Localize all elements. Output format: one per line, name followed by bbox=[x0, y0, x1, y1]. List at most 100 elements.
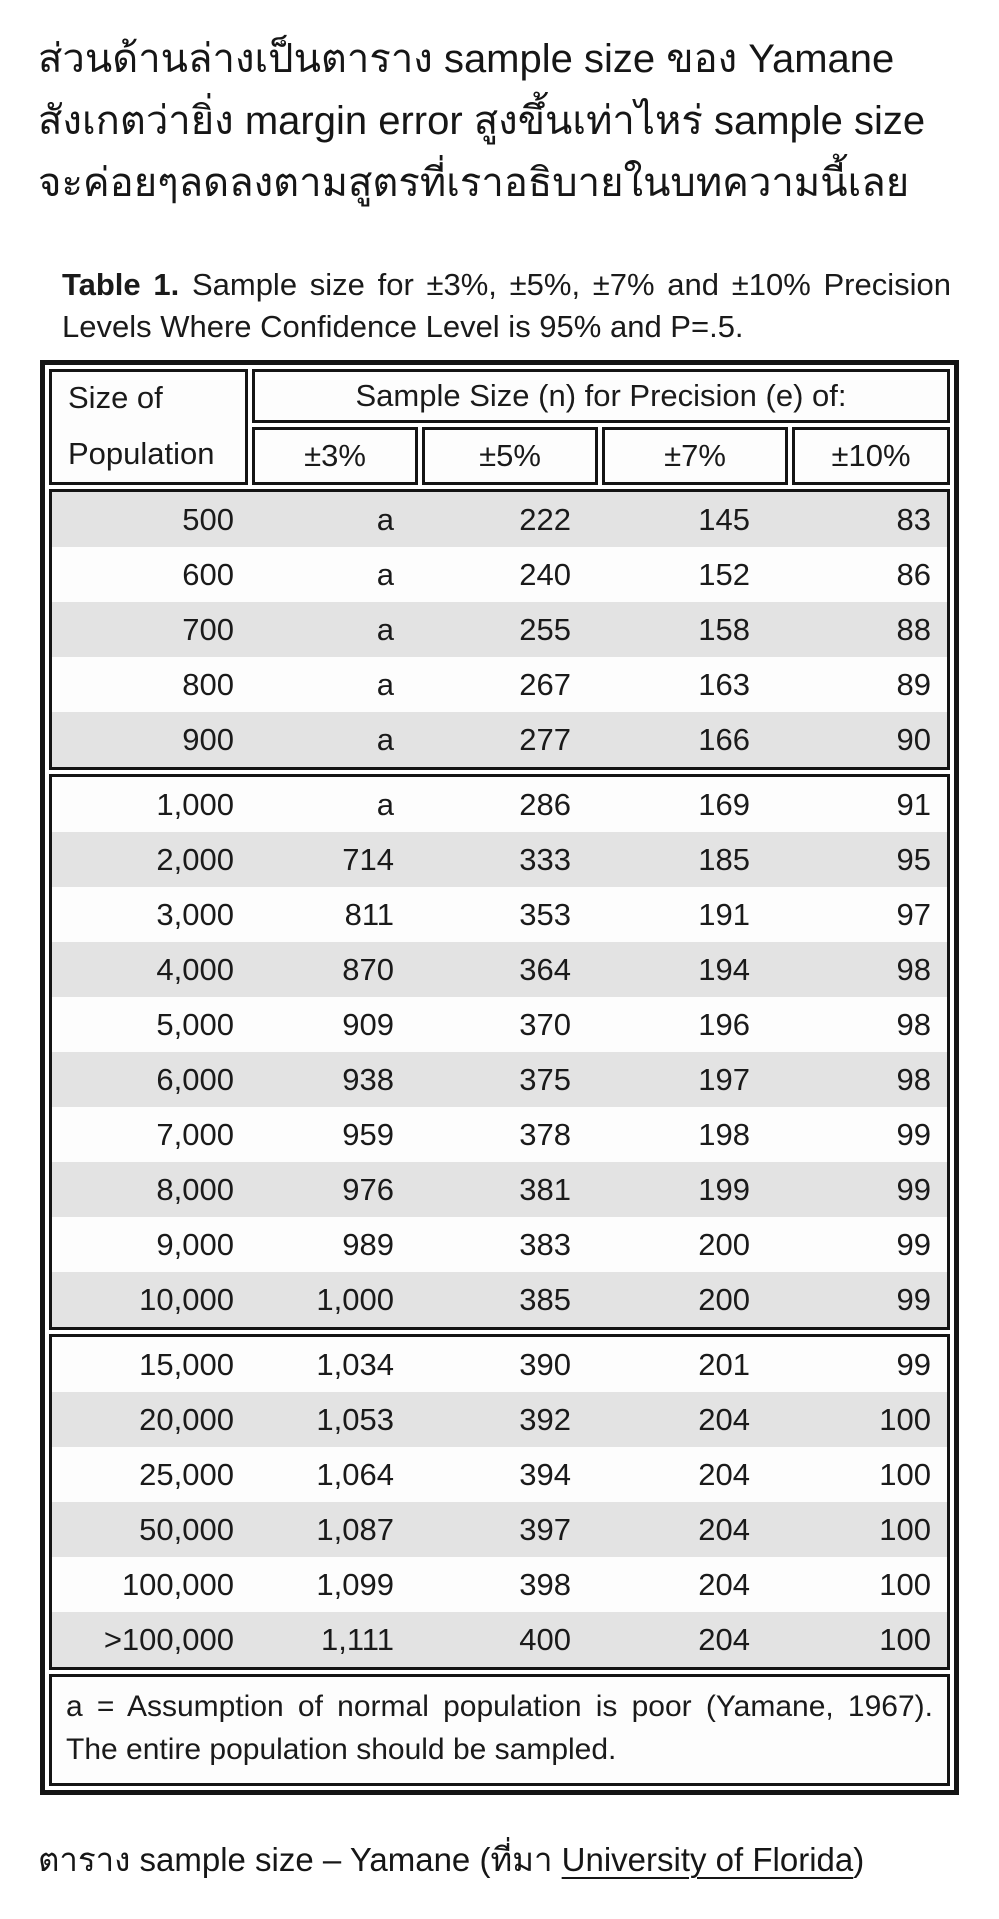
sample-size-cell: 909 bbox=[342, 1007, 394, 1042]
sample-size-cell: 1,000 bbox=[316, 1282, 394, 1317]
table-group-ten-thousands: 15,000 1,034 390 201 99 20,000 1,053 392 204 100 2… bbox=[49, 1334, 950, 1670]
sample-size-cell: 394 bbox=[519, 1457, 571, 1492]
population-cell: 5,000 bbox=[156, 1007, 234, 1042]
sample-size-cell: 204 bbox=[698, 1512, 750, 1547]
sample-size-cell: a bbox=[376, 502, 394, 537]
table-row: 6,000 938 375 197 98 bbox=[52, 1052, 947, 1107]
table-row: 1,000 a 286 169 91 bbox=[52, 777, 947, 832]
sample-size-cell: 870 bbox=[342, 952, 394, 987]
population-cell: 100,000 bbox=[121, 1567, 234, 1602]
sample-size-cell: 98 bbox=[896, 1007, 931, 1042]
sample-size-cell: 99 bbox=[896, 1117, 931, 1152]
population-cell: 6,000 bbox=[156, 1062, 234, 1097]
caption-prefix: ตาราง sample size – Yamane (ที่มา bbox=[38, 1841, 562, 1878]
sample-size-cell: 152 bbox=[698, 557, 750, 592]
sample-size-cell: 1,053 bbox=[316, 1402, 394, 1437]
sample-size-cell: 185 bbox=[698, 842, 750, 877]
sample-size-cell: 392 bbox=[519, 1402, 571, 1437]
table-row: 800 a 267 163 89 bbox=[52, 657, 947, 712]
sample-size-cell: 383 bbox=[519, 1227, 571, 1262]
sample-size-cell: 385 bbox=[519, 1282, 571, 1317]
population-cell: 500 bbox=[182, 502, 234, 537]
population-header-line2: Population bbox=[68, 436, 215, 471]
population-cell: 25,000 bbox=[139, 1457, 234, 1492]
sample-size-cell: 95 bbox=[896, 842, 931, 877]
table-group-thousands: 1,000 a 286 169 91 2,000 714 333 185 95 3,000 811 35… bbox=[49, 774, 950, 1330]
sample-size-cell: 99 bbox=[896, 1347, 931, 1382]
caption-suffix: ) bbox=[853, 1841, 865, 1878]
sample-size-cell: 100 bbox=[879, 1512, 931, 1547]
sample-size-cell: 90 bbox=[896, 722, 931, 757]
sample-size-cell: 100 bbox=[879, 1567, 931, 1602]
sample-size-cell: 100 bbox=[879, 1457, 931, 1492]
sample-size-cell: 166 bbox=[698, 722, 750, 757]
population-cell: 9,000 bbox=[156, 1227, 234, 1262]
sample-size-cell: 1,034 bbox=[316, 1347, 394, 1382]
table-row: >100,000 1,111 400 204 100 bbox=[52, 1612, 947, 1667]
population-cell: 20,000 bbox=[139, 1402, 234, 1437]
sample-size-span-header: Sample Size (n) for Precision (e) of: bbox=[252, 369, 950, 423]
sample-size-cell: 390 bbox=[519, 1347, 571, 1382]
population-cell: 15,000 bbox=[139, 1347, 234, 1382]
caption-link[interactable]: University of Florida bbox=[561, 1841, 854, 1878]
precision-header-10pct: ±10% bbox=[792, 427, 950, 485]
population-cell: 10,000 bbox=[139, 1282, 234, 1317]
sample-size-cell: 286 bbox=[519, 787, 571, 822]
sample-size-cell: 255 bbox=[519, 612, 571, 647]
population-header-line1: Size of bbox=[68, 380, 163, 415]
sample-size-cell: a bbox=[376, 667, 394, 702]
sample-size-cell: a bbox=[376, 722, 394, 757]
sample-size-cell: 959 bbox=[342, 1117, 394, 1152]
sample-size-cell: 370 bbox=[519, 1007, 571, 1042]
table-footnote: a = Assumption of normal population is p… bbox=[49, 1674, 950, 1786]
population-header-cell: Size of Population bbox=[49, 369, 248, 485]
population-cell: 700 bbox=[182, 612, 234, 647]
sample-size-cell: 201 bbox=[698, 1347, 750, 1382]
population-cell: 600 bbox=[182, 557, 234, 592]
sample-size-cell: 1,099 bbox=[316, 1567, 394, 1602]
sample-size-cell: 99 bbox=[896, 1282, 931, 1317]
sample-size-cell: 100 bbox=[879, 1402, 931, 1437]
table-row: 500 a 222 145 83 bbox=[52, 492, 947, 547]
population-cell: 900 bbox=[182, 722, 234, 757]
table-title-label: Table 1. bbox=[62, 267, 180, 302]
population-cell: 3,000 bbox=[156, 897, 234, 932]
table-row: 10,000 1,000 385 200 99 bbox=[52, 1272, 947, 1327]
sample-size-cell: 163 bbox=[698, 667, 750, 702]
sample-size-cell: 400 bbox=[519, 1622, 571, 1657]
sample-size-cell: 89 bbox=[896, 667, 931, 702]
sample-size-cell: 277 bbox=[519, 722, 571, 757]
population-cell: 1,000 bbox=[156, 787, 234, 822]
table-row: 15,000 1,034 390 201 99 bbox=[52, 1337, 947, 1392]
sample-size-cell: 145 bbox=[698, 502, 750, 537]
table-header: Size of Population Sample Size (n) for P… bbox=[49, 369, 950, 485]
sample-size-cell: 200 bbox=[698, 1227, 750, 1262]
sample-size-cell: 99 bbox=[896, 1227, 931, 1262]
table-row: 5,000 909 370 196 98 bbox=[52, 997, 947, 1052]
table-row: 4,000 870 364 194 98 bbox=[52, 942, 947, 997]
table-caption: ตาราง sample size – Yamane (ที่มา Univer… bbox=[38, 1833, 969, 1886]
precision-header-5pct: ±5% bbox=[422, 427, 598, 485]
table-row: 900 a 277 166 90 bbox=[52, 712, 947, 767]
table-row: 100,000 1,099 398 204 100 bbox=[52, 1557, 947, 1612]
sample-size-cell: 204 bbox=[698, 1457, 750, 1492]
sample-size-cell: 1,111 bbox=[321, 1622, 394, 1657]
table-row: 700 a 255 158 88 bbox=[52, 602, 947, 657]
sample-size-cell: 240 bbox=[519, 557, 571, 592]
sample-size-cell: 267 bbox=[519, 667, 571, 702]
sample-size-cell: 204 bbox=[698, 1402, 750, 1437]
sample-size-cell: 200 bbox=[698, 1282, 750, 1317]
sample-size-cell: 196 bbox=[698, 1007, 750, 1042]
population-cell: 50,000 bbox=[139, 1512, 234, 1547]
sample-size-cell: 98 bbox=[896, 952, 931, 987]
sample-size-cell: 1,087 bbox=[316, 1512, 394, 1547]
table-row: 25,000 1,064 394 204 100 bbox=[52, 1447, 947, 1502]
table-row: 600 a 240 152 86 bbox=[52, 547, 947, 602]
sample-size-cell: 989 bbox=[342, 1227, 394, 1262]
sample-size-cell: 1,064 bbox=[316, 1457, 394, 1492]
table-group-hundreds: 500 a 222 145 83 600 a 240 152 86 700 a 255 158 88 800 a… bbox=[49, 489, 950, 770]
table-row: 20,000 1,053 392 204 100 bbox=[52, 1392, 947, 1447]
sample-size-cell: 378 bbox=[519, 1117, 571, 1152]
table-title: Table 1. Sample size for ±3%, ±5%, ±7% a… bbox=[62, 264, 951, 348]
sample-size-cell: 194 bbox=[698, 952, 750, 987]
